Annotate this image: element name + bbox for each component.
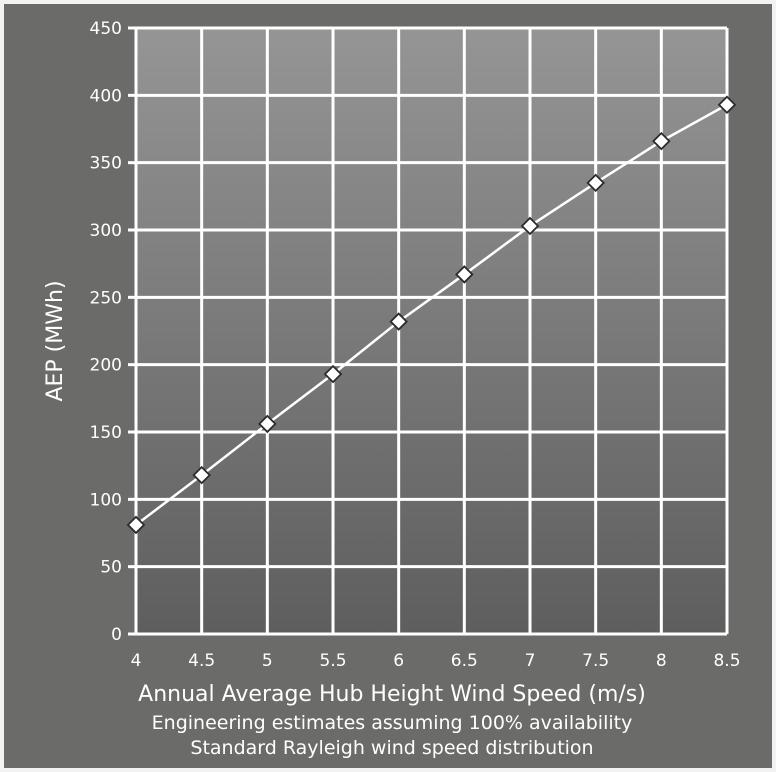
x-tick-label: 6 — [393, 651, 404, 671]
y-axis-label: AEP (MWh) — [43, 280, 68, 401]
data-point — [520, 216, 540, 236]
data-point — [389, 312, 408, 331]
y-tick-labels: 0 50 100 150 200 250 300 350 400 450 — [90, 19, 122, 645]
y-tick-label: 0 — [111, 625, 122, 645]
y-tick-label: 100 — [90, 490, 122, 510]
x-tick-label: 4 — [131, 651, 142, 671]
y-tick-label: 150 — [90, 423, 122, 443]
data-point — [258, 414, 277, 434]
data-point — [192, 465, 211, 485]
data-point — [717, 95, 737, 115]
y-tick-label: 50 — [100, 558, 122, 578]
x-tick-label: 7 — [525, 651, 536, 671]
x-tick-label: 8.5 — [713, 651, 740, 671]
x-axis-label: Annual Average Hub Height Wind Speed (m/… — [138, 682, 646, 707]
x-tick-label: 7.5 — [582, 651, 609, 671]
data-point — [323, 364, 343, 384]
x-tick-label: 5 — [262, 651, 273, 671]
y-tick-label: 300 — [90, 221, 122, 241]
data-point — [126, 515, 146, 535]
y-tick-label: 250 — [90, 288, 122, 308]
series-layer — [126, 95, 737, 535]
data-point — [455, 265, 474, 284]
data-point — [586, 173, 605, 193]
x-tick-label: 4.5 — [188, 651, 215, 671]
plot-area — [136, 28, 727, 634]
series-line — [135, 103, 728, 526]
x-tick-label: 6.5 — [451, 651, 478, 671]
y-tick-label: 450 — [90, 19, 122, 39]
grid-lines — [128, 26, 729, 636]
y-tick-label: 200 — [90, 356, 122, 376]
x-tick-label: 8 — [656, 651, 667, 671]
note-distribution: Standard Rayleigh wind speed distributio… — [190, 737, 594, 759]
x-tick-label: 5.5 — [319, 651, 346, 671]
y-tick-label: 400 — [90, 86, 122, 106]
note-availability: Engineering estimates assuming 100% avai… — [151, 712, 633, 734]
data-point — [652, 131, 671, 151]
x-tick-labels: 4 4.5 5 5.5 6 6.5 7 7.5 8 8.5 — [131, 651, 741, 671]
y-tick-label: 350 — [90, 154, 122, 174]
